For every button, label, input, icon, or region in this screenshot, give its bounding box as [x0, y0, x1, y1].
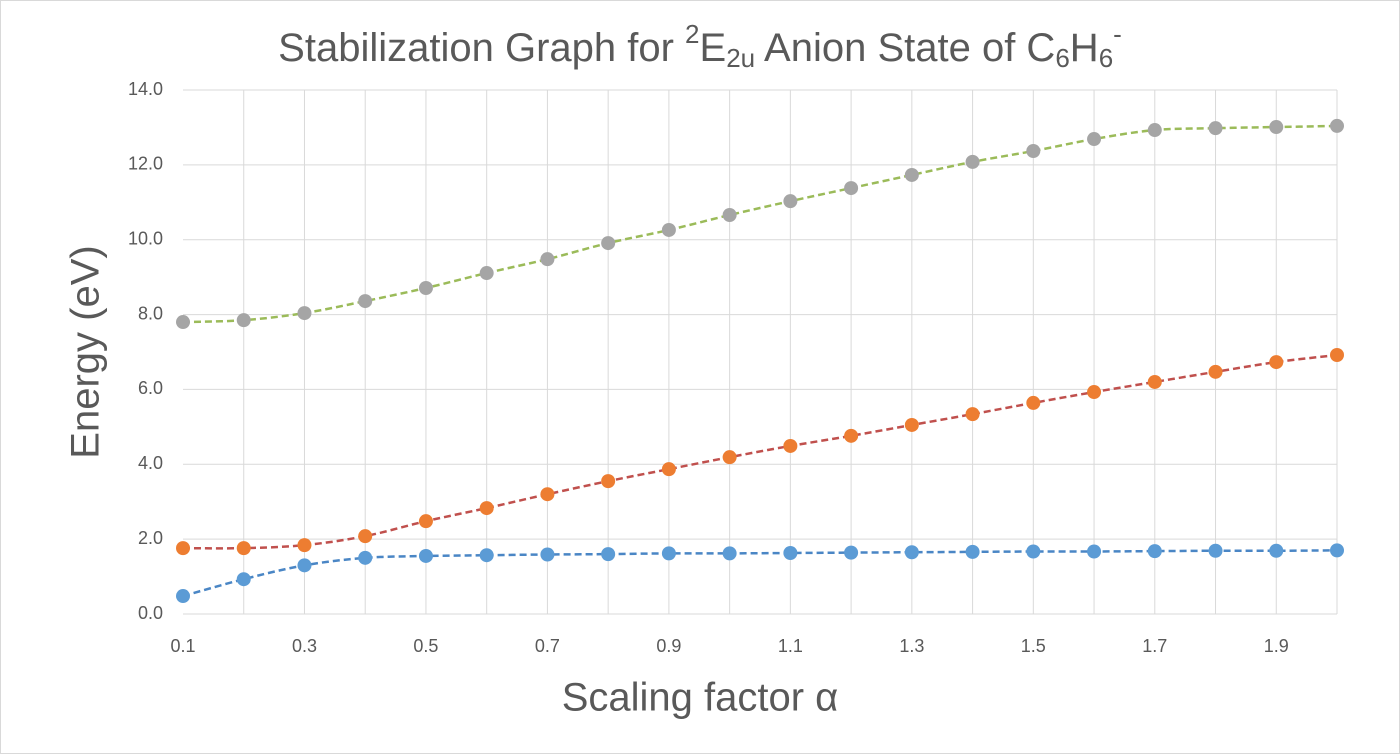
data-point: [1269, 355, 1284, 370]
data-point: [176, 541, 190, 556]
data-point: [601, 474, 616, 489]
data-point: [1330, 543, 1344, 558]
data-point: [904, 545, 919, 560]
data-point: [904, 167, 919, 182]
title-part: 2u: [726, 43, 755, 73]
data-point: [1147, 123, 1162, 138]
title-part: 2: [685, 19, 699, 49]
x-tick-label: 1.1: [778, 636, 803, 656]
y-tick-label: 6.0: [138, 378, 163, 398]
data-point: [1330, 118, 1344, 133]
data-point: [1208, 543, 1223, 558]
x-tick-label: 0.7: [535, 636, 560, 656]
data-point: [540, 487, 555, 502]
x-tick-label: 1.3: [899, 636, 924, 656]
data-point: [1087, 132, 1102, 147]
data-point: [418, 548, 433, 563]
data-point: [418, 280, 433, 295]
y-axis-title: Energy (eV): [64, 245, 108, 458]
y-tick-label: 8.0: [138, 303, 163, 323]
data-point: [358, 550, 373, 565]
data-point: [1147, 374, 1162, 389]
data-point: [1147, 544, 1162, 559]
x-tick-label: 0.9: [656, 636, 681, 656]
title-part: 6: [1099, 43, 1113, 73]
x-tick-label: 0.1: [170, 636, 195, 656]
y-tick-label: 0.0: [138, 603, 163, 623]
data-point: [601, 236, 616, 251]
x-tick-label: 0.5: [413, 636, 438, 656]
data-point: [236, 541, 251, 556]
data-point: [418, 514, 433, 529]
data-point: [479, 548, 494, 563]
data-point: [904, 417, 919, 432]
title-part: -: [1113, 19, 1122, 49]
data-point: [844, 428, 859, 443]
data-point: [479, 266, 494, 281]
y-tick-label: 10.0: [128, 228, 163, 248]
data-point: [236, 572, 251, 587]
y-tick-label: 2.0: [138, 528, 163, 548]
title-part: Anion State of C: [755, 26, 1055, 70]
data-point: [661, 546, 676, 561]
data-point: [297, 306, 312, 321]
data-point: [1026, 544, 1041, 559]
data-point: [965, 544, 980, 559]
data-point: [722, 450, 737, 465]
x-tick-label: 1.9: [1264, 636, 1289, 656]
data-point: [783, 545, 798, 560]
data-point: [1269, 543, 1284, 558]
data-point: [1330, 347, 1344, 362]
data-point: [661, 222, 676, 237]
data-point: [540, 252, 555, 267]
x-axis-title: Scaling factor α: [562, 676, 839, 720]
data-point: [479, 501, 494, 516]
data-point: [783, 194, 798, 209]
data-point: [965, 407, 980, 422]
data-point: [1026, 144, 1041, 159]
data-point: [358, 294, 373, 309]
data-point: [601, 547, 616, 562]
chart-title: Stabilization Graph for 2E2u Anion State…: [278, 19, 1122, 73]
data-point: [1087, 544, 1102, 559]
data-point: [176, 315, 190, 330]
data-point: [540, 547, 555, 562]
y-tick-label: 14.0: [128, 79, 163, 99]
data-point: [844, 181, 859, 196]
data-point: [1026, 395, 1041, 410]
data-point: [844, 545, 859, 560]
data-point: [1208, 121, 1223, 136]
data-point: [236, 313, 251, 328]
x-tick-label: 0.3: [292, 636, 317, 656]
data-point: [722, 208, 737, 223]
title-part: H: [1070, 26, 1099, 70]
data-point: [1269, 120, 1284, 135]
data-point: [965, 154, 980, 169]
data-point: [297, 538, 312, 553]
title-part: E: [700, 26, 727, 70]
data-point: [1087, 385, 1102, 400]
x-tick-label: 1.7: [1142, 636, 1167, 656]
data-point: [783, 438, 798, 453]
data-point: [176, 589, 190, 604]
data-point: [297, 558, 312, 573]
data-point: [661, 462, 676, 477]
x-tick-label: 1.5: [1021, 636, 1046, 656]
data-point: [1208, 364, 1223, 379]
title-part: Stabilization Graph for: [278, 26, 685, 70]
data-point: [722, 546, 737, 561]
y-tick-label: 4.0: [138, 453, 163, 473]
data-point: [358, 529, 373, 544]
title-part: 6: [1055, 43, 1069, 73]
y-tick-label: 12.0: [128, 154, 163, 174]
